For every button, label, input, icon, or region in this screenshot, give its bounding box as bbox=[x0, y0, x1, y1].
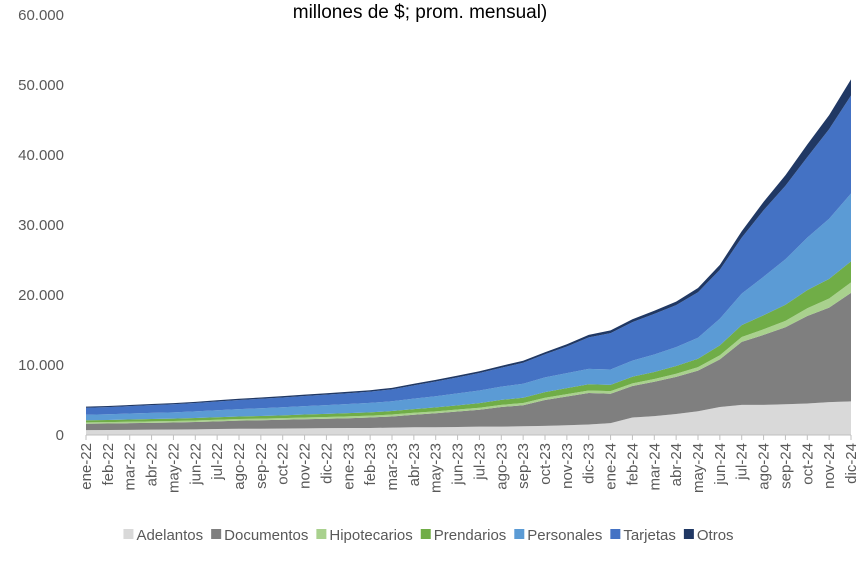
x-tick-label: jul-23 bbox=[471, 443, 488, 481]
y-tick-label: 20.000 bbox=[18, 287, 64, 304]
x-tick-label: nov-22 bbox=[297, 443, 314, 489]
x-tick-label: feb-23 bbox=[362, 443, 379, 486]
x-tick-label: may-24 bbox=[690, 443, 707, 493]
legend-swatch bbox=[211, 529, 222, 539]
x-tick-label: may-22 bbox=[165, 443, 182, 493]
x-tick-label: oct-24 bbox=[799, 443, 816, 485]
legend-swatch bbox=[610, 529, 621, 539]
x-tick-label: jul-24 bbox=[734, 443, 751, 481]
x-tick-label: abr-23 bbox=[406, 443, 423, 486]
x-tick-label: sep-24 bbox=[777, 443, 794, 489]
x-tick-label: abr-24 bbox=[668, 443, 685, 486]
legend-label: Prendarios bbox=[434, 527, 507, 544]
area bbox=[86, 193, 851, 421]
x-tick-label: ene-23 bbox=[340, 443, 357, 490]
legend-label: Hipotecarios bbox=[329, 527, 412, 544]
x-tick-label: ene-24 bbox=[603, 443, 620, 490]
x-tick-label: jun-24 bbox=[712, 443, 729, 486]
x-tick-label: dic-23 bbox=[581, 443, 598, 484]
x-tick-label: feb-22 bbox=[100, 443, 117, 486]
chart-title: millones de $; prom. mensual) bbox=[293, 2, 548, 23]
x-tick-label: feb-24 bbox=[624, 443, 641, 486]
area bbox=[86, 95, 851, 415]
y-tick-label: 30.000 bbox=[18, 217, 64, 234]
x-tick-label: jun-23 bbox=[450, 443, 467, 486]
legend-label: Adelantos bbox=[136, 527, 203, 544]
x-tick-label: mar-22 bbox=[122, 443, 139, 491]
x-tick-label: mar-24 bbox=[646, 443, 663, 491]
y-tick-label: 10.000 bbox=[18, 357, 64, 374]
legend-label: Tarjetas bbox=[623, 527, 676, 544]
legend-label: Personales bbox=[527, 527, 602, 544]
legend: Adelantos Documentos Hipotecarios Prendario… bbox=[123, 527, 734, 544]
legend-swatch bbox=[316, 529, 327, 539]
x-tick-label: jul-22 bbox=[209, 443, 226, 481]
legend-swatch bbox=[123, 529, 134, 539]
x-tick-label: oct-22 bbox=[275, 443, 292, 485]
y-tick-label: 50.000 bbox=[18, 77, 64, 94]
x-tick-label: sep-22 bbox=[253, 443, 270, 489]
x-tick-label: dic-22 bbox=[318, 443, 335, 484]
x-tick-label: abr-22 bbox=[144, 443, 161, 486]
x-tick-label: nov-24 bbox=[821, 443, 838, 489]
x-tick-label: jun-22 bbox=[187, 443, 204, 486]
legend-swatch bbox=[683, 529, 694, 539]
area bbox=[86, 292, 851, 431]
x-tick-label: nov-23 bbox=[559, 443, 576, 489]
y-tick-label: 40.000 bbox=[18, 147, 64, 164]
y-tick-label: 60.000 bbox=[18, 7, 64, 24]
legend-label: Otros bbox=[697, 527, 734, 544]
x-tick-label: oct-23 bbox=[537, 443, 554, 485]
legend-swatch bbox=[420, 529, 431, 539]
x-tick-label: ago-22 bbox=[231, 443, 248, 490]
legend-label: Documentos bbox=[224, 527, 308, 544]
legend-swatch bbox=[514, 529, 525, 539]
x-tick-label: sep-23 bbox=[515, 443, 532, 489]
x-tick-label: dic-24 bbox=[843, 443, 857, 484]
x-tick-label: may-23 bbox=[428, 443, 445, 493]
x-tick-label: ago-24 bbox=[756, 443, 773, 490]
x-tick-label: ene-22 bbox=[78, 443, 95, 490]
y-tick-label: 0 bbox=[56, 427, 64, 444]
area bbox=[86, 401, 851, 435]
x-tick-label: ago-23 bbox=[493, 443, 510, 490]
x-tick-label: mar-23 bbox=[384, 443, 401, 491]
